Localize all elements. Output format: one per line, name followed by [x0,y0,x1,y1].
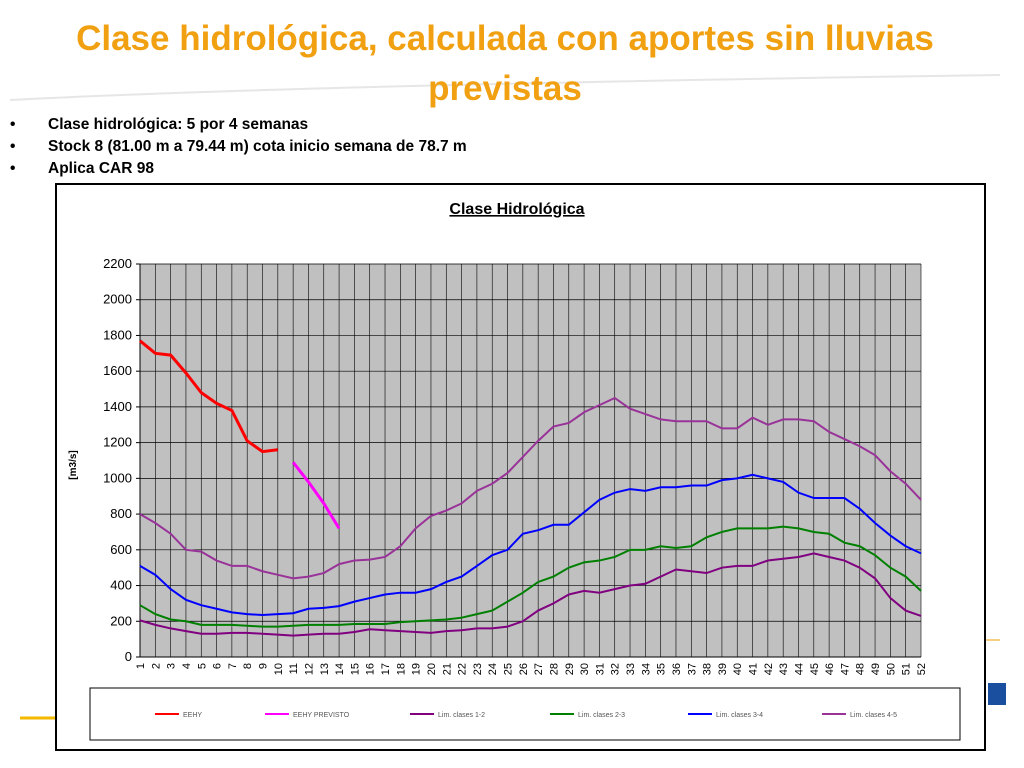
x-tick-label: 33 [625,663,637,675]
x-tick-label: 15 [349,663,361,675]
x-tick-label: 47 [839,663,851,675]
x-tick-label: 24 [487,663,499,675]
slide-title: Clase hidrológica, calculada con aportes… [76,19,934,108]
x-tick-label: 41 [748,663,760,675]
x-tick-label: 39 [717,663,729,675]
x-tick-label: 35 [656,663,668,675]
x-tick-label: 44 [793,663,805,675]
legend-box [89,687,961,741]
series-line [139,473,922,617]
bullet: Clase hidrológica: 5 por 4 semanas [10,114,467,136]
series-line [291,461,341,530]
legend-label: EEHY [183,712,202,719]
x-tick-label: 49 [870,663,882,675]
x-tick-label: 28 [548,663,560,675]
x-tick-label: 8 [242,663,254,669]
x-tick-label: 45 [809,663,821,675]
x-tick-label: 16 [365,663,377,675]
series-line [139,525,922,628]
x-tick-label: 36 [671,663,683,675]
x-tick-label: 7 [227,663,239,669]
x-tick-label: 17 [380,663,392,675]
y-tick-label: 2200 [103,256,132,271]
x-tick-label: 37 [686,663,698,675]
series-line [139,339,278,454]
y-tick-label: 1800 [103,327,132,342]
x-tick-label: 5 [196,663,208,669]
x-tick-label: 23 [472,663,484,675]
legend-label: Lim. clases 2-3 [578,712,625,719]
x-tick-label: 10 [273,663,285,675]
y-tick-label: 1000 [103,470,132,485]
x-tick-label: 29 [564,663,576,675]
x-tick-label: 6 [212,663,224,669]
x-tick-label: 48 [855,663,867,675]
x-tick-label: 20 [426,663,438,675]
x-tick-label: 1 [135,663,147,669]
x-tick-label: 30 [579,663,591,675]
x-tick-label: 22 [457,663,469,675]
x-tick-label: 19 [411,663,423,675]
y-tick-label: 2000 [103,292,132,307]
x-tick-label: 9 [258,663,270,669]
x-tick-label: 34 [640,663,652,675]
x-tick-label: 18 [395,663,407,675]
logo [988,683,1006,705]
x-tick-label: 25 [503,663,515,675]
x-tick-label: 27 [533,663,545,675]
decor-line [9,74,1001,101]
bullet-list: Clase hidrológica: 5 por 4 semanas Stock… [10,114,467,180]
legend-label: Lim. clases 3-4 [716,712,763,719]
y-tick-label: 1200 [103,435,132,450]
x-tick-label: 43 [778,663,790,675]
x-tick-label: 38 [702,663,714,675]
x-tick-label: 12 [303,663,315,675]
x-tick-label: 11 [288,663,300,674]
y-tick-label: 0 [125,649,132,664]
x-tick-label: 50 [885,663,897,675]
x-tick-label: 32 [610,663,622,675]
y-tick-label: 1600 [103,363,132,378]
y-tick-label: 1400 [103,399,132,414]
x-tick-label: 21 [441,663,453,675]
x-tick-label: 4 [181,663,193,669]
x-tick-label: 14 [334,663,346,675]
x-tick-label: 42 [763,663,775,675]
y-tick-label: 200 [110,613,132,628]
y-tick-label: 400 [110,578,132,593]
x-tick-label: 2 [150,663,162,669]
legend-label: Lim. clases 1-2 [438,712,485,719]
series-line [139,396,922,580]
x-tick-label: 31 [594,663,606,675]
x-tick-label: 3 [166,663,178,669]
legend-label: Lim. clases 4-5 [850,712,897,719]
bullet: Aplica CAR 98 [10,158,467,180]
x-tick-label: 51 [901,663,913,675]
legend-label: EEHY PREVISTO [293,712,350,719]
y-tick-label: 800 [110,506,132,521]
x-tick-label: 52 [916,663,928,675]
x-tick-label: 46 [824,663,836,675]
x-tick-label: 40 [732,663,744,675]
plot-area [140,264,921,657]
y-axis-label: [m3/s] [68,450,79,479]
x-tick-label: 26 [518,663,530,675]
y-tick-label: 600 [110,542,132,557]
x-tick-label: 13 [319,663,331,675]
chart-title: Clase Hidrológica [449,201,584,218]
bullet: Stock 8 (81.00 m a 79.44 m) cota inicio … [10,136,467,158]
series-line [139,552,922,637]
